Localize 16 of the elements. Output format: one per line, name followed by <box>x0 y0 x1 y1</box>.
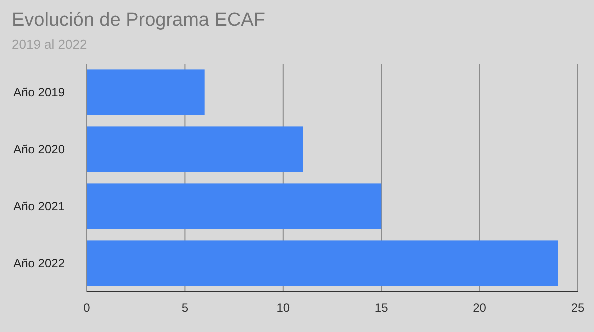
y-tick-label: Año 2020 <box>14 142 66 156</box>
bar <box>87 240 558 286</box>
x-tick-label: 0 <box>84 301 91 315</box>
y-tick-label: Año 2021 <box>14 200 66 214</box>
bar <box>87 184 382 230</box>
bar <box>87 126 304 172</box>
chart-title: Evolución de Programa ECAF <box>12 10 266 31</box>
x-tick-label: 15 <box>374 301 389 315</box>
y-tick-label: Año 2022 <box>14 256 66 270</box>
x-tick-label: 25 <box>571 301 585 315</box>
x-tick-label: 20 <box>473 301 487 315</box>
bar <box>87 70 205 116</box>
x-tick-label: 10 <box>276 301 290 315</box>
y-tick-label: Año 2019 <box>14 86 66 100</box>
chart-subtitle: 2019 al 2022 <box>12 37 88 52</box>
x-tick-label: 5 <box>182 301 189 315</box>
